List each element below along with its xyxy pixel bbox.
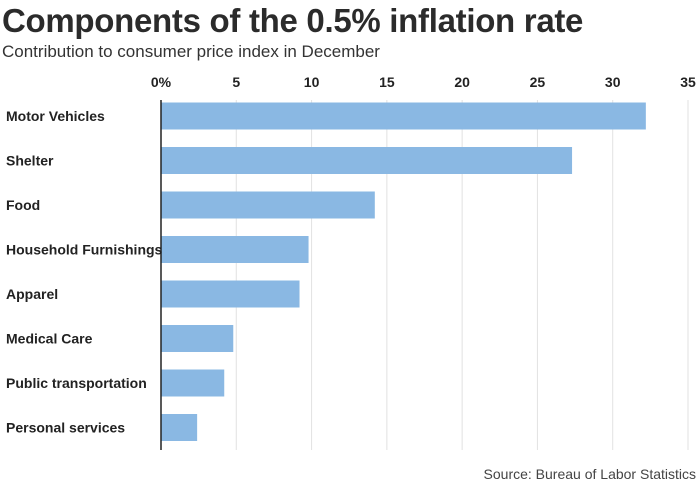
category-label: Personal services (6, 420, 125, 436)
bar (161, 414, 198, 441)
x-tick-label: 0% (151, 74, 172, 90)
x-tick-label: 10 (304, 74, 320, 90)
chart-subtitle: Contribution to consumer price index in … (2, 42, 380, 61)
bar (161, 147, 573, 174)
x-tick-label: 5 (232, 74, 240, 90)
x-tick-label: 25 (530, 74, 546, 90)
bar (161, 191, 375, 219)
chart-title: Components of the 0.5% inflation rate (2, 2, 584, 39)
bar (161, 280, 300, 308)
x-tick-label: 15 (379, 74, 395, 90)
category-label: Public transportation (6, 375, 147, 391)
category-label: Food (6, 197, 40, 213)
category-label: Household Furnishings (6, 242, 163, 258)
x-tick-label: 35 (680, 74, 696, 90)
x-tick-label: 20 (454, 74, 470, 90)
bar (161, 369, 225, 397)
bar (161, 102, 646, 130)
category-label: Apparel (6, 286, 58, 302)
category-label: Motor Vehicles (6, 108, 105, 124)
source-note: Source: Bureau of Labor Statistics (483, 466, 696, 482)
category-label: Shelter (6, 153, 54, 169)
category-label: Medical Care (6, 331, 93, 347)
bar (161, 236, 309, 263)
bar (161, 325, 234, 352)
x-tick-label: 30 (605, 74, 621, 90)
